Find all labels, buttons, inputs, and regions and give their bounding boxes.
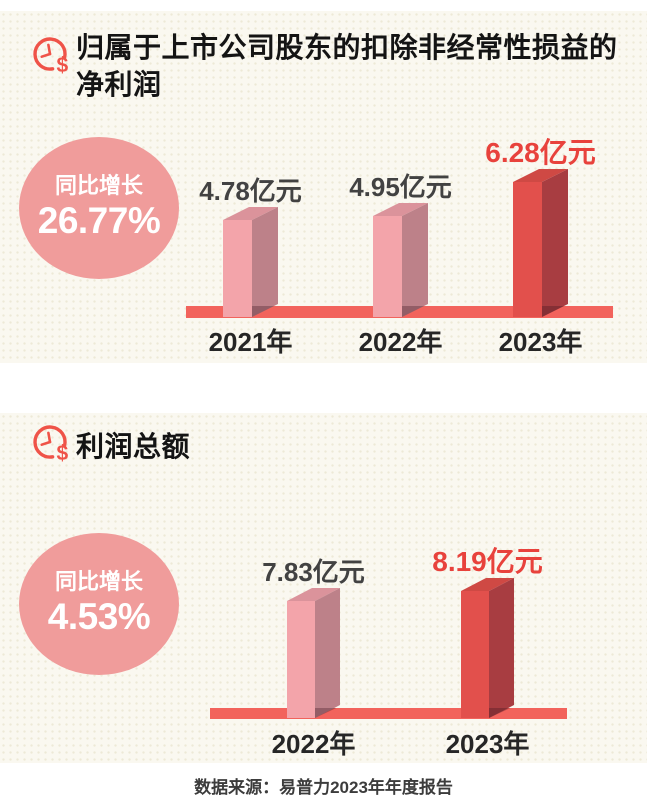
title-line-1: 利润总额 xyxy=(76,431,191,462)
clock-dollar-icon: $ xyxy=(31,35,75,79)
growth-label: 同比增长 xyxy=(54,173,143,198)
growth-value: 26.77% xyxy=(37,200,161,241)
clock-dollar-icon: $ xyxy=(31,423,75,467)
panel-title: 归属于上市公司股东的扣除非经常性损益的 净利润 xyxy=(76,29,618,103)
title-line-2: 净利润 xyxy=(76,69,162,100)
growth-badge: 同比增长 26.77% xyxy=(19,137,179,279)
growth-value: 4.53% xyxy=(47,596,151,637)
svg-text:$: $ xyxy=(57,442,69,465)
panel-total-profit: $ 利润总额 同比增长 4.53% xyxy=(0,413,647,763)
growth-badge: 同比增长 4.53% xyxy=(19,533,179,675)
panel-title: 利润总额 xyxy=(76,428,190,465)
panel-net-profit: $ 归属于上市公司股东的扣除非经常性损益的 净利润 同比增长 26.77% xyxy=(0,11,647,363)
data-source: 数据来源：易普力2023年年度报告 xyxy=(194,778,453,797)
svg-text:$: $ xyxy=(57,54,69,77)
growth-label: 同比增长 xyxy=(54,569,143,594)
title-line-1: 归属于上市公司股东的扣除非经常性损益的 xyxy=(76,32,618,63)
